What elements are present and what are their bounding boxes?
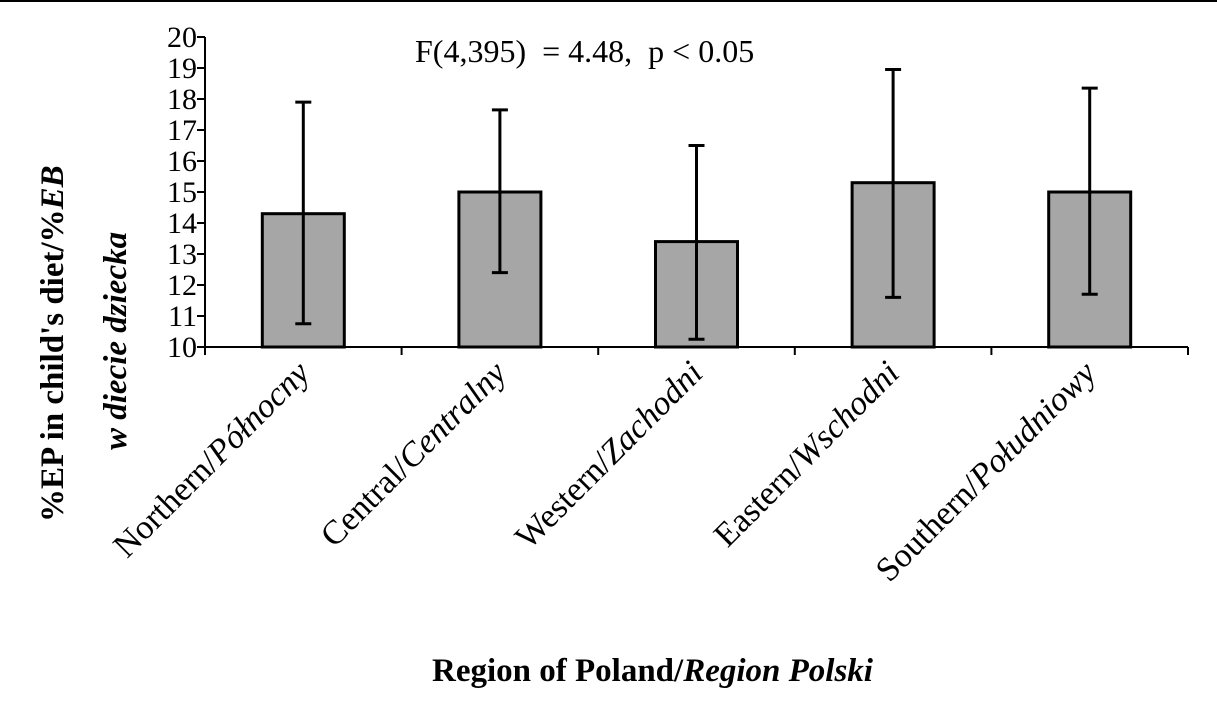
y-tick-label: 14 (167, 207, 197, 240)
y-tick-label: 12 (167, 269, 197, 302)
x-category-label: Central/Centralny (314, 354, 514, 554)
axes (204, 37, 1189, 355)
x-category-label-en: Western/ (508, 445, 619, 556)
error-bar (295, 100, 312, 326)
x-category-label-pl: Zachodni (593, 354, 710, 471)
y-tick-label: 13 (167, 238, 197, 271)
x-axis-title: Region of Poland/Region Polski (432, 653, 874, 689)
y-axis-title-line1: %EP in child's diet/%EB (35, 165, 71, 522)
y-tick-label: 19 (167, 52, 197, 85)
x-category-label: Southern/Południowy (869, 354, 1104, 589)
x-category-label-en: Northern/ (107, 445, 227, 565)
x-category-label-en: Eastern/ (707, 449, 812, 554)
y-tick-label: 17 (167, 114, 197, 147)
error-bars (295, 68, 1098, 341)
y-axis-title-line2: w diecie dziecka (98, 232, 134, 450)
x-category-label-pl: Wschodni (786, 354, 907, 475)
error-bar (688, 144, 705, 341)
error-bar (1081, 86, 1098, 296)
x-category-label-en: Central/ (314, 450, 418, 554)
y-tick-label: 20 (167, 21, 197, 54)
x-axis-labels: Northern/PółnocnyCentral/CentralnyWester… (107, 354, 1104, 589)
y-tick-label: 15 (167, 176, 197, 209)
top-border-line (0, 0, 1217, 2)
y-tick-label: 18 (167, 83, 197, 116)
y-tick-label: 16 (167, 145, 197, 178)
x-category-label-en: Southern/ (869, 469, 989, 589)
x-category-label-pl: Centralny (391, 354, 514, 477)
error-bar (885, 68, 902, 299)
y-tick-label: 10 (167, 331, 197, 364)
x-category-label-pl: Południowy (962, 354, 1104, 496)
statistics-annotation: F(4,395) = 4.48, p < 0.05 (415, 33, 754, 69)
x-category-label-pl: Północny (199, 354, 317, 472)
x-category-label: Western/Zachodni (508, 354, 710, 556)
x-category-label: Northern/Północny (107, 354, 318, 565)
y-tick-label: 11 (168, 300, 197, 333)
x-category-label: Eastern/Wschodni (707, 354, 907, 554)
error-bar (491, 108, 508, 275)
